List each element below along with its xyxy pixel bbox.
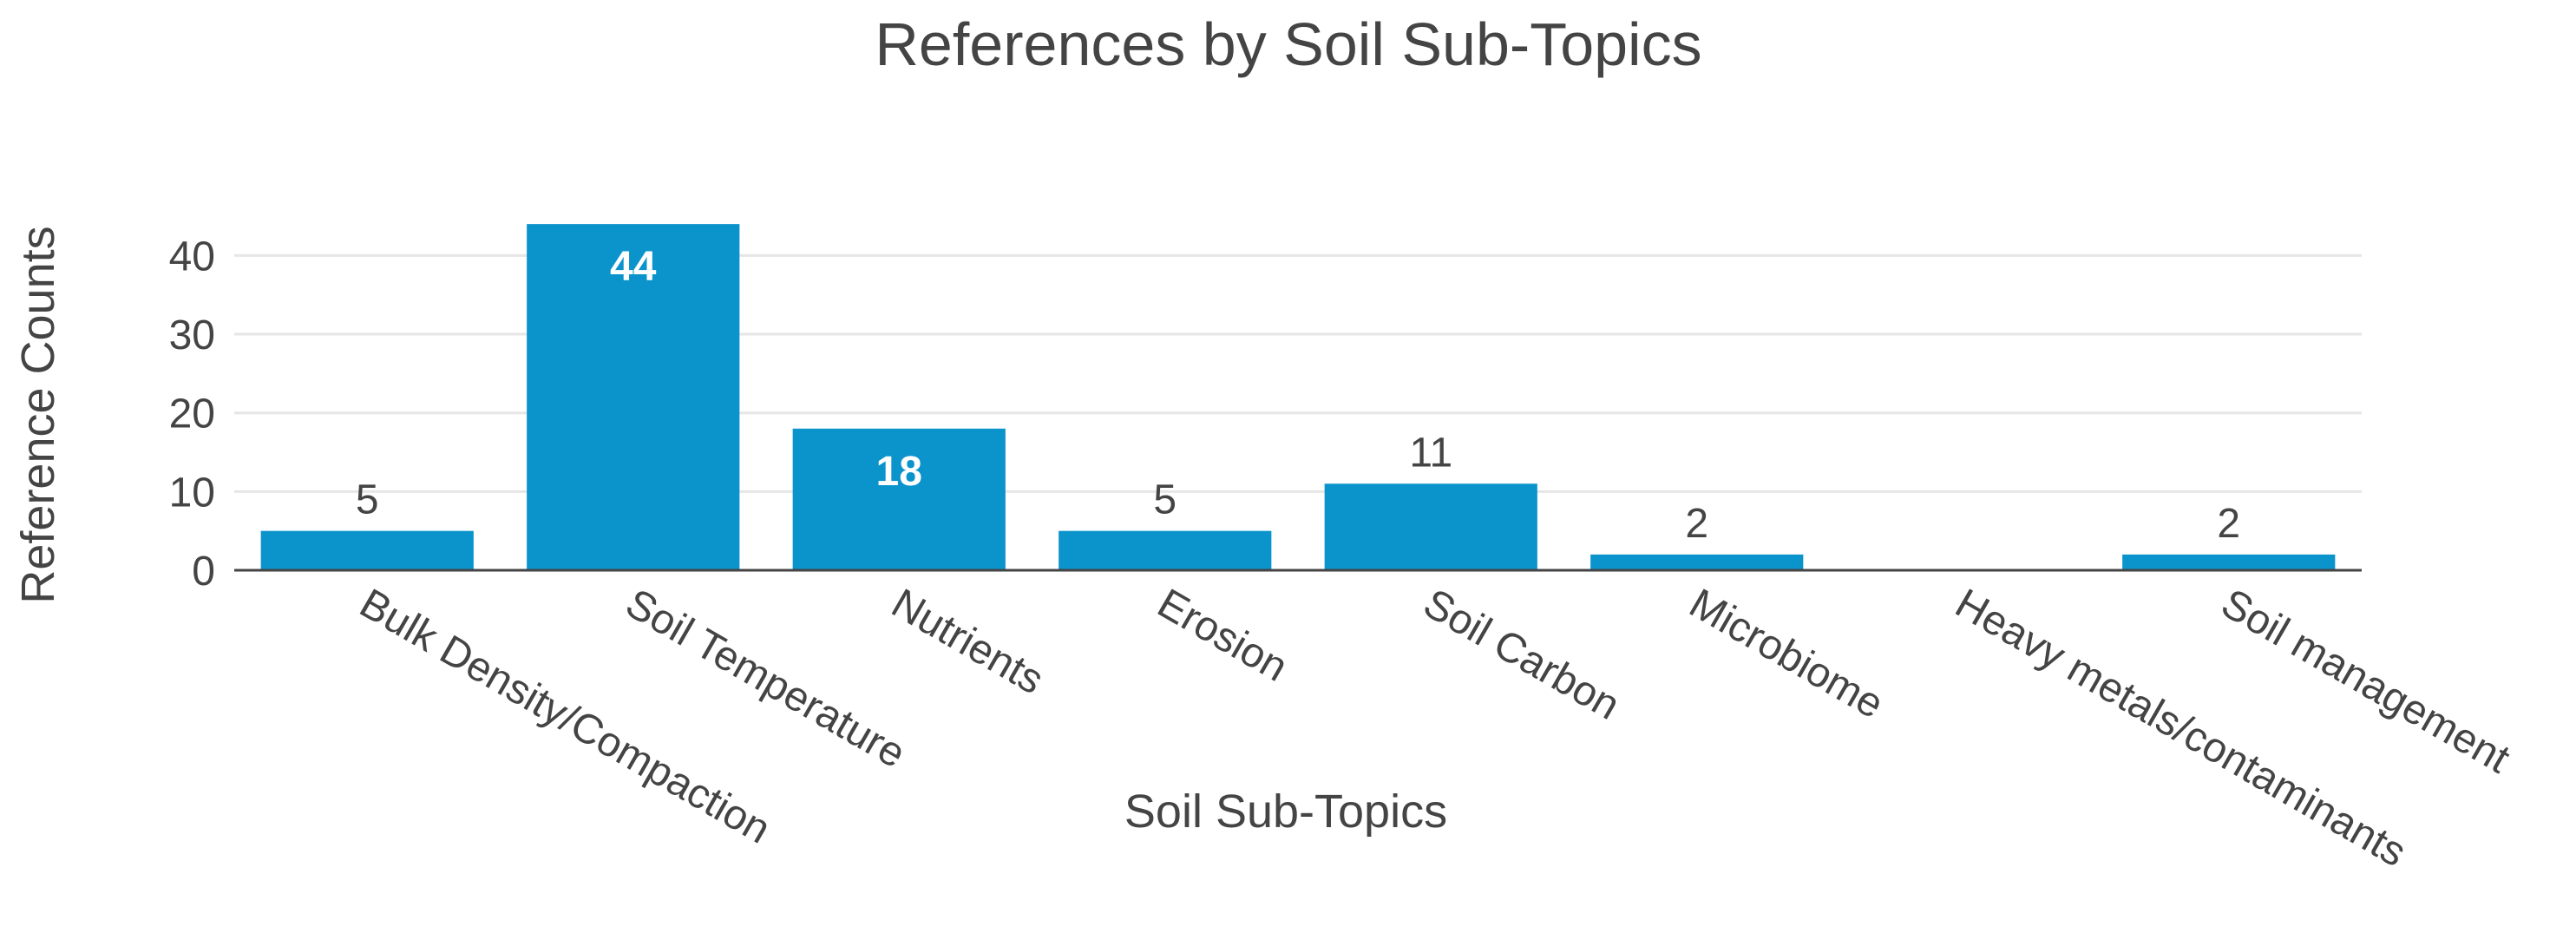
y-tick-label: 0 [192, 549, 215, 595]
bar [260, 530, 474, 570]
x-tick-label: Microbiome [1681, 581, 1891, 728]
bar-value-label: 18 [876, 449, 922, 495]
bar [792, 428, 1006, 570]
bar [1059, 530, 1272, 570]
bar-value-label: 2 [2217, 501, 2240, 547]
bar-value-labels: 5 44 18 5 11 2 2 [356, 244, 2240, 547]
bar-value-label: 5 [356, 477, 379, 523]
bar-value-label: 5 [1153, 477, 1177, 523]
x-tick-label: Bulk Density/Compaction [352, 581, 778, 853]
bar [1590, 554, 1804, 570]
bar [1324, 483, 1537, 570]
chart-title: References by Soil Sub-Topics [875, 10, 1701, 78]
x-tick-label: Erosion [1150, 581, 1295, 691]
bar-value-label: 2 [1685, 501, 1708, 547]
y-tick-label: 10 [169, 470, 215, 516]
y-tick-label: 20 [169, 391, 215, 437]
bar [527, 224, 740, 570]
bars [260, 224, 2336, 570]
x-tick-label: Nutrients [884, 581, 1052, 704]
y-tick-label: 40 [169, 233, 215, 279]
x-axis-title: Soil Sub-Topics [1124, 786, 1447, 838]
y-axis-ticks: 0 10 20 30 40 [169, 233, 215, 595]
x-tick-label: Soil Carbon [1416, 581, 1628, 729]
bar-value-label: 11 [1409, 430, 1452, 476]
y-tick-label: 30 [169, 312, 215, 358]
bar-value-label: 44 [610, 244, 657, 290]
x-tick-label: Heavy metals/contaminants [1948, 581, 2414, 877]
y-axis-title: Reference Counts [12, 226, 64, 603]
bar [2122, 554, 2336, 570]
